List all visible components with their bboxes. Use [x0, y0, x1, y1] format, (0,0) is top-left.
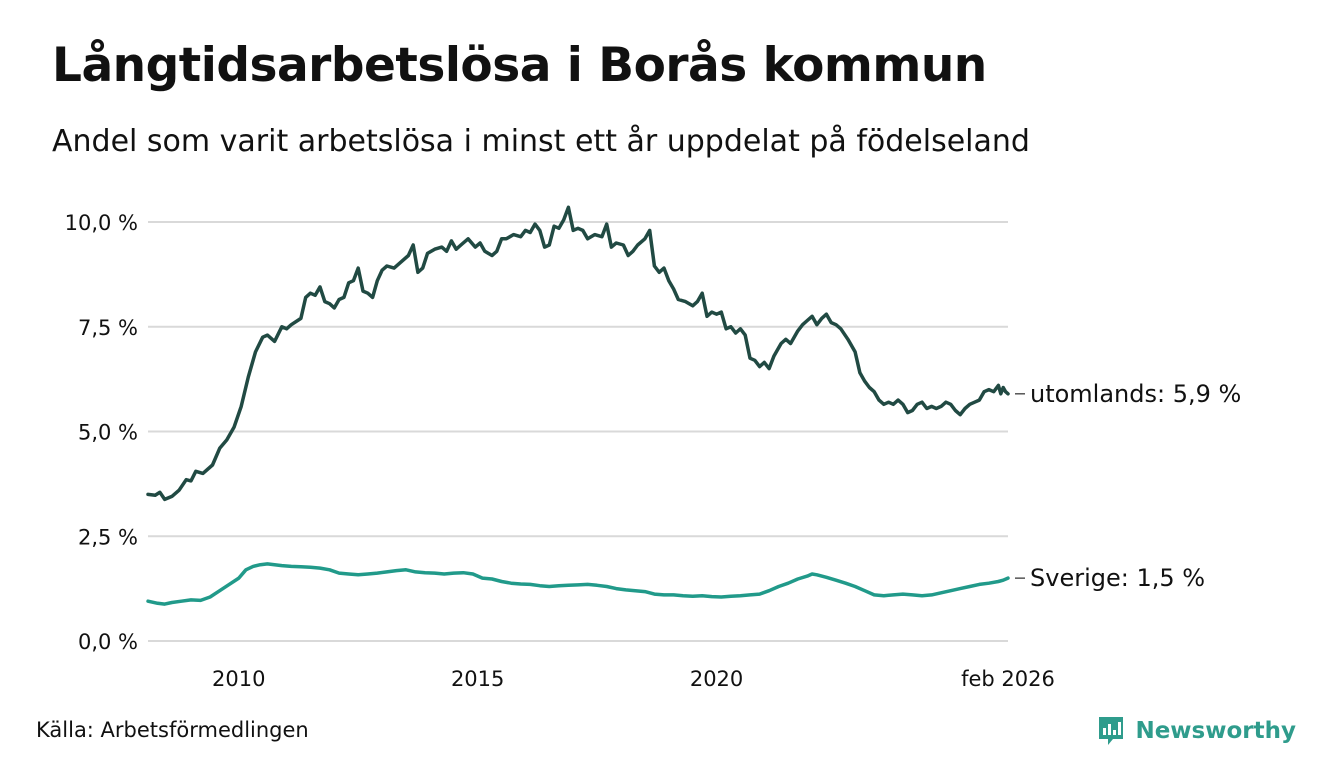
y-tick-label-4: 10,0 % — [65, 211, 138, 235]
chart-title: Långtidsarbetslösa i Borås kommun — [52, 38, 987, 93]
brand-name: Newsworthy — [1135, 718, 1296, 744]
newsworthy-logo-icon — [1099, 717, 1124, 745]
series-line-sverige — [146, 562, 1010, 606]
x-tick-label-0: 2010 — [212, 667, 265, 691]
y-tick-label-0: 0,0 % — [78, 630, 138, 654]
y-tick-label-3: 7,5 % — [78, 316, 138, 340]
y-tick-label-1: 2,5 % — [78, 525, 138, 549]
source-note: Källa: Arbetsförmedlingen — [36, 718, 309, 742]
y-tick-label-2: 5,0 % — [78, 421, 138, 445]
series-line-utomlands — [146, 205, 1010, 502]
x-tick-label-3: feb 2026 — [961, 667, 1055, 691]
brand: Newsworthy — [1097, 714, 1296, 748]
x-tick-label-1: 2015 — [451, 667, 504, 691]
chart-subtitle: Andel som varit arbetslösa i minst ett å… — [52, 124, 1030, 159]
end-label-utomlands: utomlands: 5,9 % — [1030, 380, 1241, 408]
x-tick-label-2: 2020 — [690, 667, 743, 691]
end-label-sverige: Sverige: 1,5 % — [1030, 564, 1205, 592]
